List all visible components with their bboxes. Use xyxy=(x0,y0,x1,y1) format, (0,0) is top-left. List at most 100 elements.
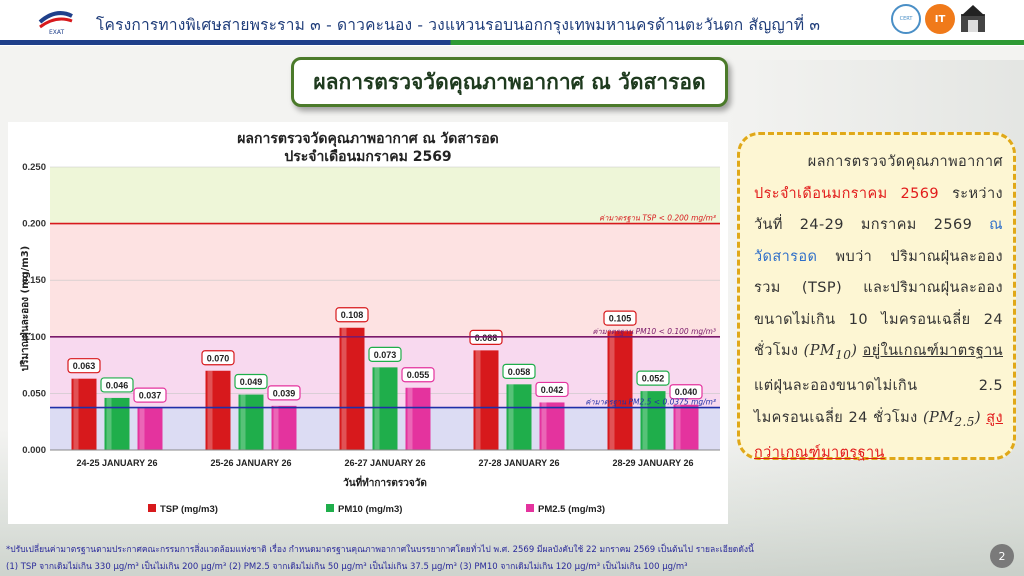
data-label-box xyxy=(335,307,369,323)
bar-highlight xyxy=(106,397,112,450)
data-label: 0.088 xyxy=(475,333,498,343)
data-label: 0.105 xyxy=(609,314,632,324)
chart-title-line2: ประจำเดือนมกราคม 2569 xyxy=(284,149,452,165)
bar-highlight xyxy=(273,405,279,450)
standard-label: ค่ามาตรฐาน PM2.5 < 0.0375 mg/m³ xyxy=(585,398,716,407)
x-tick-label: 26-27 JANUARY 26 xyxy=(344,458,425,468)
data-label: 0.070 xyxy=(207,353,230,363)
bar-highlight xyxy=(407,387,413,450)
legend-swatch xyxy=(326,504,334,512)
pm10-symbol: (PM10) xyxy=(803,343,858,362)
summary-above-standard: สูงกว่าเกณฑ์มาตรฐาน xyxy=(754,409,1003,462)
chart-title-line1: ผลการตรวจวัดคุณภาพอากาศ ณ วัดสารอด xyxy=(237,131,499,147)
data-label: 0.042 xyxy=(541,385,564,395)
data-label: 0.108 xyxy=(341,310,364,320)
bar xyxy=(104,397,130,450)
footnote-line1: *ปรับเปลี่ยนค่ามาตรฐานตามประกาศคณะกรรมกา… xyxy=(6,545,754,555)
summary-intro: ผลการตรวจวัดคุณภาพอากาศ xyxy=(807,154,1003,170)
x-tick-label: 27-28 JANUARY 26 xyxy=(478,458,559,468)
legend-swatch xyxy=(148,504,156,512)
data-label-box xyxy=(502,363,536,379)
bar-highlight xyxy=(73,378,79,450)
y-tick-label: 0.000 xyxy=(22,445,46,456)
bar xyxy=(506,384,532,450)
bar xyxy=(137,408,163,450)
data-label: 0.063 xyxy=(73,361,96,371)
data-label-box xyxy=(267,385,301,401)
data-label: 0.055 xyxy=(407,370,430,380)
page-number: 2 xyxy=(990,544,1014,568)
bar xyxy=(205,370,231,450)
air-quality-chart: 0.000 0.050 0.100 0.150 0.200 0.250 ปริมาณฝุ่น… xyxy=(19,162,720,515)
bar-highlight xyxy=(475,350,481,450)
data-label: 0.039 xyxy=(273,388,296,398)
bar-highlight xyxy=(374,367,380,450)
bar-highlight xyxy=(240,394,246,450)
cert-logo-icon: CERT xyxy=(891,4,921,34)
bar-highlight xyxy=(341,327,347,450)
chart-band xyxy=(50,167,720,224)
data-label: 0.040 xyxy=(675,387,698,397)
legend-label: TSP (mg/m3) xyxy=(160,504,218,515)
data-label: 0.049 xyxy=(240,377,263,387)
bar xyxy=(339,327,365,450)
y-tick-label: 0.200 xyxy=(22,219,46,230)
chart-panel: ผลการตรวจวัดคุณภาพอากาศ ณ วัดสารอด ประจำ… xyxy=(8,122,728,524)
data-label-box xyxy=(234,373,268,390)
bar-highlight xyxy=(609,331,615,450)
y-tick-label: 0.150 xyxy=(22,275,46,286)
data-label-box xyxy=(201,350,235,366)
legend-label: PM10 (mg/m3) xyxy=(338,504,402,515)
standard-label: ค่ามาตรฐาน TSP < 0.200 mg/m³ xyxy=(599,214,716,223)
bar xyxy=(271,405,297,450)
summary-period: ระหว่างวันที่ 24-29 มกราคม 2569 xyxy=(754,185,1003,234)
it-logo-icon: IT xyxy=(925,4,955,34)
data-label-box xyxy=(100,377,134,393)
bar xyxy=(673,404,699,450)
data-label-box xyxy=(368,346,402,362)
summary-location: ณ วัดสารอด xyxy=(754,217,1003,265)
pm25-symbol: (PM2.5) xyxy=(922,409,981,429)
x-tick-label: 24-25 JANUARY 26 xyxy=(76,458,157,468)
data-label: 0.037 xyxy=(139,391,162,401)
x-tick-label: 25-26 JANUARY 26 xyxy=(210,458,291,468)
bar-highlight xyxy=(642,391,648,450)
exat-logo-icon: EXAT xyxy=(38,11,73,36)
bar-highlight xyxy=(675,404,681,450)
y-tick-label: 0.100 xyxy=(22,332,46,343)
data-label-box xyxy=(401,367,435,383)
summary-month: ประจำเดือนมกราคม 2569 xyxy=(754,185,940,202)
header: EXAT โครงการทางพิเศษสายพระราม ๓ - ดาวคะน… xyxy=(0,0,1024,46)
legend-label: PM2.5 (mg/m3) xyxy=(538,504,605,515)
page-title: ผลการตรวจวัดคุณภาพอากาศ ณ วัดสารอด xyxy=(291,57,728,107)
bar-highlight xyxy=(207,370,213,450)
standard-label: ค่ามาตรฐาน PM10 < 0.100 mg/m³ xyxy=(593,327,717,336)
legend-swatch xyxy=(526,504,534,512)
x-axis-label: วันที่ทำการตรวจวัด xyxy=(343,475,427,489)
bar xyxy=(71,378,97,450)
data-label: 0.046 xyxy=(106,380,129,390)
header-divider xyxy=(0,40,1024,45)
bar xyxy=(640,391,666,450)
bar-highlight xyxy=(139,408,145,450)
summary-box: ผลการตรวจวัดคุณภาพอากาศ ประจำเดือนมกราคม… xyxy=(737,132,1016,462)
svg-text:EXAT: EXAT xyxy=(49,29,65,36)
summary-within-standard: อยู่ในเกณฑ์มาตรฐาน xyxy=(862,343,1003,359)
bar xyxy=(607,331,633,450)
bar xyxy=(539,402,565,450)
data-label-box xyxy=(535,381,569,398)
bar xyxy=(238,394,264,450)
data-label: 0.052 xyxy=(642,374,665,384)
data-label: 0.073 xyxy=(374,350,397,360)
data-label-box xyxy=(669,384,703,400)
data-label-box xyxy=(636,370,670,386)
data-label-box xyxy=(603,310,637,326)
data-label-box xyxy=(133,387,167,403)
summary-pm25-text: แต่ฝุ่นละอองขนาดไม่เกิน 2.5 ไมครอนเฉลี่ย… xyxy=(754,378,1003,426)
x-tick-label: 28-29 JANUARY 26 xyxy=(612,458,693,468)
y-axis-label: ปริมาณฝุ่นละออง (mg/m3) xyxy=(19,246,31,372)
y-tick-label: 0.250 xyxy=(22,162,46,173)
data-label-box xyxy=(67,358,101,374)
emblem-logo-icon xyxy=(961,5,985,32)
bar xyxy=(405,387,431,450)
